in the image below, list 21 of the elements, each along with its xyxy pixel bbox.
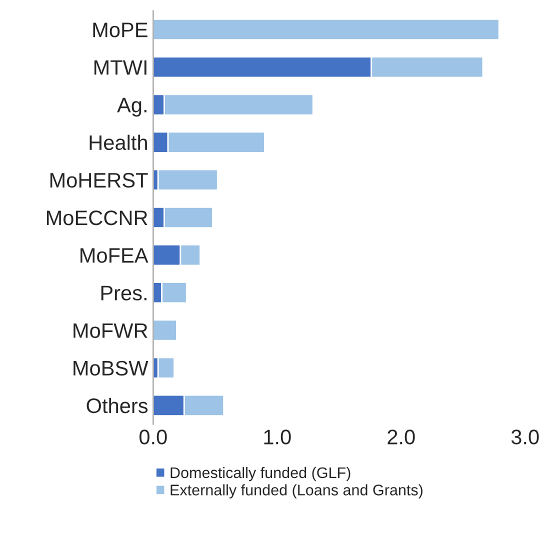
bar [153, 319, 178, 342]
y-tick-label: MoECCNR [46, 210, 148, 226]
y-tick-label: MTWI [94, 60, 146, 75]
legend-label: Externally funded (Loans and Grants) [170, 484, 422, 498]
y-tick-label: Ag. [117, 98, 146, 117]
bar [157, 356, 175, 379]
bar [153, 18, 500, 41]
x-tick-label: 0.0 [139, 430, 167, 444]
y-tick-label: Others [86, 398, 148, 414]
y-tick-label: MoHERST [50, 172, 148, 188]
y-tick-label: MoFWR [74, 323, 148, 338]
y-tick-label: Health [90, 134, 147, 150]
y-tick-label: MoBSW [74, 360, 148, 376]
legend-label: Domestically funded (GLF) [170, 466, 350, 482]
x-tick-label: 1.0 [264, 430, 291, 444]
y-tick-label: MoPE [93, 22, 148, 38]
y-tick-label: Pres. [101, 286, 146, 300]
x-tick-label: 3.0 [511, 430, 539, 444]
y-tick-label: MoFEA [80, 248, 148, 263]
x-tick-label: 2.0 [388, 430, 415, 444]
bar [157, 168, 218, 191]
